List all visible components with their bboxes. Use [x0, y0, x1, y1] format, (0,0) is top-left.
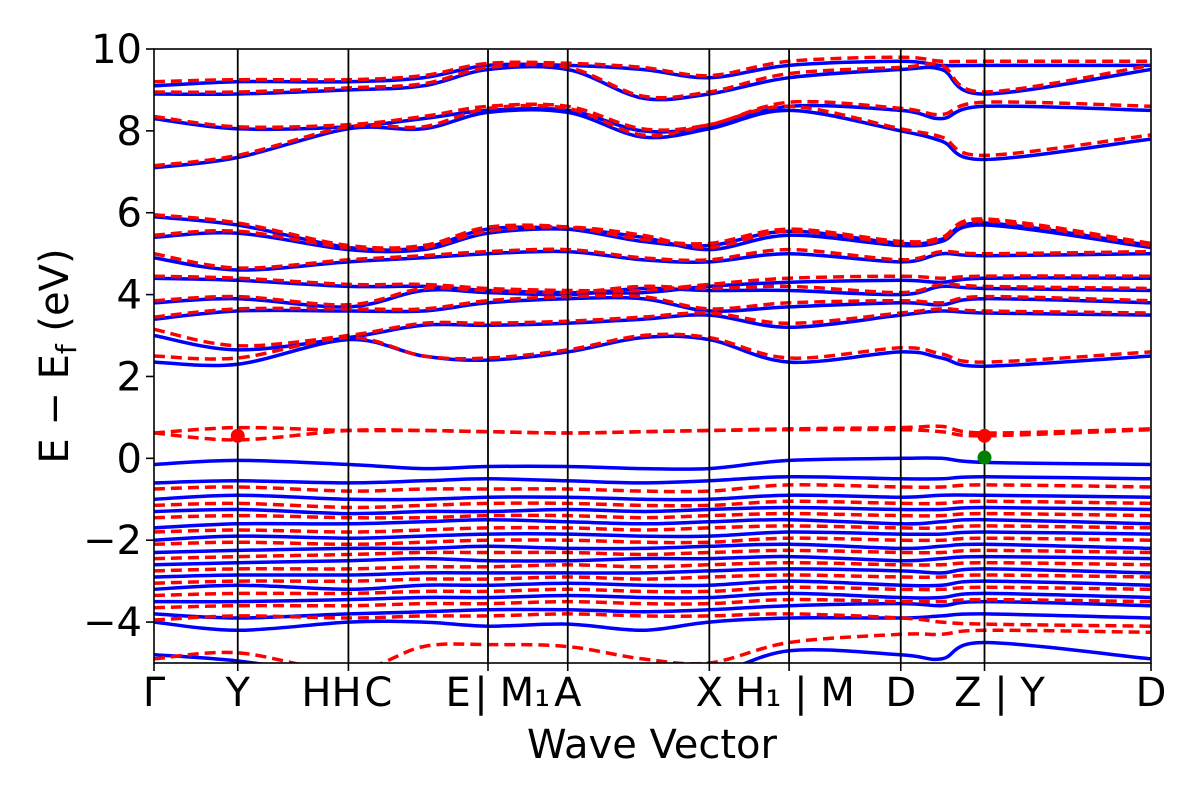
x-axis-title: Wave Vector: [527, 722, 778, 768]
dashed-band-line: [154, 511, 1151, 520]
dashed-band-line: [154, 573, 1151, 585]
solid-band-line: [154, 215, 1151, 252]
band-edge-marker: [977, 450, 992, 465]
markers-layer: [230, 428, 992, 465]
solid-band-line: [154, 284, 1151, 309]
dashed-band-line: [154, 307, 1151, 348]
y-axis: 10 8 6 4 2 0 −2 −4: [83, 27, 154, 646]
plot-frame: [153, 48, 1152, 664]
y-tick-label: 2: [117, 354, 142, 400]
dashed-band-line: [154, 274, 1151, 293]
dashed-band-line: [154, 427, 1151, 442]
solid-band-line: [154, 223, 1151, 254]
dashed-band-line: [154, 585, 1151, 598]
solid-band-line: [154, 295, 1151, 321]
dashed-band-line: [154, 499, 1151, 510]
x-tick-label: H₁ | M: [735, 670, 855, 716]
dashed-band-line: [154, 293, 1151, 319]
x-tick-label: D: [1136, 670, 1167, 716]
solid-band-line: [154, 456, 1151, 471]
x-axis: Γ Y HH C E | M₁ A X H₁ | M D Z | Y D: [143, 663, 1167, 716]
solid-band-line: [154, 249, 1151, 272]
solid-band-line: [154, 276, 1151, 295]
solid-band-line: [154, 542, 1151, 555]
x-tick-label: E: [445, 670, 470, 716]
dashed-band-line: [154, 55, 1151, 84]
solid-band-line: [154, 493, 1151, 502]
x-tick-label: A: [554, 670, 582, 716]
solid-band-line: [154, 599, 1151, 620]
solid-band-line: [154, 567, 1151, 579]
y-axis-title: E − Ef (eV): [32, 248, 83, 463]
dashed-band-line: [154, 483, 1151, 494]
kpoint-lines: [236, 49, 986, 663]
x-tick-label: Y: [225, 670, 251, 716]
dashed-band-line: [154, 247, 1151, 270]
dashed-band-line: [154, 548, 1151, 561]
y-tick-label: 8: [117, 109, 142, 155]
solid-band-line: [154, 640, 1151, 663]
bands-layer: [154, 55, 1151, 663]
dashed-band-line: [154, 597, 1151, 610]
solid-band-line: [154, 554, 1151, 567]
y-tick-label: 4: [117, 273, 142, 319]
solid-band-line: [154, 530, 1151, 542]
x-tick-label: HH: [301, 670, 361, 716]
solid-band-line: [154, 103, 1151, 134]
dashed-band-line: [154, 282, 1151, 307]
y-tick-label: 10: [91, 27, 142, 73]
solid-band-line: [154, 108, 1151, 170]
y-axis-title-unit: (eV): [32, 248, 78, 344]
solid-band-line: [154, 612, 1151, 633]
solid-band-line: [154, 59, 1151, 88]
band-edge-marker: [977, 428, 992, 443]
y-tick-label: −2: [83, 518, 142, 564]
dashed-band-line: [154, 524, 1151, 534]
y-axis-title-main: E − E: [32, 354, 78, 464]
dashed-band-line: [154, 536, 1151, 547]
solid-band-line: [154, 579, 1151, 592]
x-tick-label: D: [885, 670, 916, 716]
x-tick-label: M₁: [500, 670, 551, 716]
solid-band-line: [154, 474, 1151, 485]
x-tick-label: Γ: [143, 670, 166, 716]
y-tick-label: −4: [83, 600, 142, 646]
dashed-band-line: [154, 612, 1151, 628]
x-tick-label: Z | Y: [954, 670, 1045, 716]
solid-band-line: [154, 517, 1151, 530]
y-tick-label: 0: [117, 436, 142, 482]
dashed-band-line: [154, 103, 1151, 168]
solid-band-line: [154, 591, 1151, 604]
solid-band-line: [154, 505, 1151, 516]
y-axis-title-sub: f: [50, 343, 83, 354]
y-tick-label: 6: [117, 191, 142, 237]
dashed-band-line: [154, 628, 1151, 663]
x-tick-label: X: [696, 670, 723, 716]
dashed-band-line: [154, 99, 1151, 132]
band-edge-marker: [230, 428, 245, 443]
dashed-band-line: [154, 62, 1151, 100]
dashed-band-line: [154, 560, 1151, 573]
x-tick-label: C: [364, 670, 392, 716]
x-tick-label: |: [474, 670, 487, 716]
dashed-band-line: [154, 213, 1151, 250]
solid-band-line: [154, 64, 1151, 102]
